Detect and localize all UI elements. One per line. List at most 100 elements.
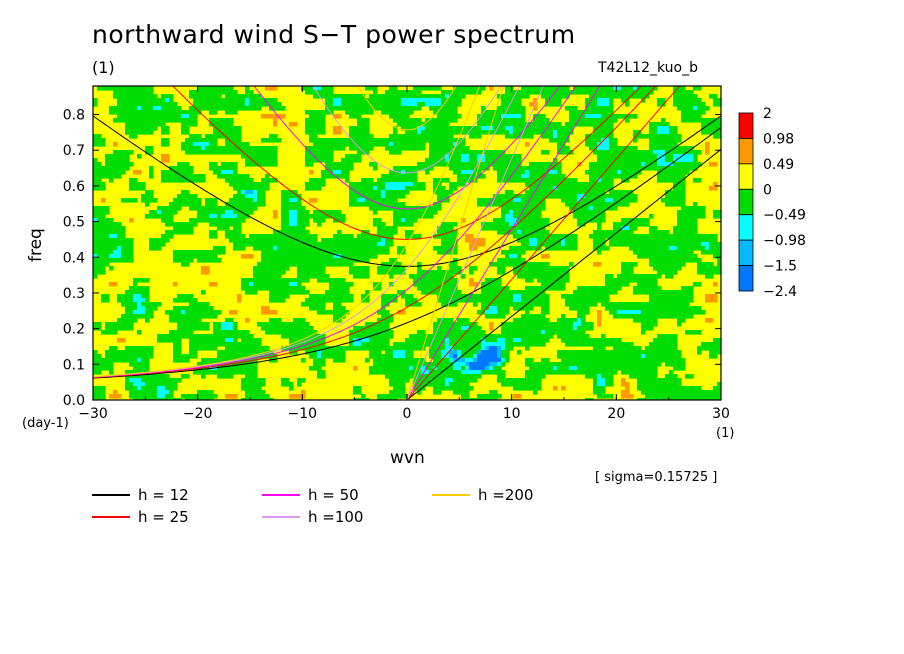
field-cell — [357, 118, 362, 123]
field-cell — [189, 226, 194, 231]
field-cell — [121, 118, 126, 123]
field-cell — [317, 178, 322, 183]
field-cell — [453, 382, 458, 387]
field-cell — [213, 122, 218, 127]
field-cell — [125, 290, 130, 295]
field-cell — [405, 130, 410, 135]
field-cell — [545, 130, 550, 135]
field-cell — [537, 114, 542, 119]
field-cell — [453, 330, 458, 335]
field-cell — [437, 150, 442, 155]
field-cell — [149, 386, 154, 391]
field-cell — [417, 366, 422, 371]
field-cell — [409, 374, 414, 379]
field-cell — [497, 198, 502, 203]
field-cell — [153, 382, 158, 387]
field-cell — [545, 150, 550, 155]
field-cell — [301, 250, 306, 255]
field-cell — [409, 94, 414, 99]
field-cell — [509, 222, 514, 227]
field-cell — [249, 254, 254, 259]
field-cell — [441, 374, 446, 379]
field-cell — [545, 282, 550, 287]
field-cell — [349, 110, 354, 115]
field-cell — [449, 274, 454, 279]
field-cell — [185, 162, 190, 167]
field-cell — [457, 334, 462, 339]
field-cell — [533, 90, 538, 95]
field-cell — [453, 290, 458, 295]
field-cell — [541, 374, 546, 379]
field-cell — [261, 282, 266, 287]
field-cell — [469, 282, 474, 287]
field-cell — [357, 234, 362, 239]
field-cell — [489, 114, 494, 119]
field-cell — [129, 90, 134, 95]
field-cell — [533, 222, 538, 227]
field-cell — [537, 298, 542, 303]
field-cell — [517, 330, 522, 335]
field-cell — [121, 86, 126, 91]
field-cell — [305, 118, 310, 123]
field-cell — [517, 226, 522, 231]
field-cell — [313, 142, 318, 147]
field-cell — [481, 242, 486, 247]
field-cell — [317, 366, 322, 371]
field-cell — [121, 314, 126, 319]
field-cell — [301, 318, 306, 323]
field-cell — [465, 334, 470, 339]
field-cell — [513, 290, 518, 295]
field-cell — [261, 262, 266, 267]
field-cell — [133, 110, 138, 115]
field-cell — [253, 154, 258, 159]
field-cell — [421, 162, 426, 167]
field-cell — [113, 230, 118, 235]
field-cell — [333, 246, 338, 251]
field-cell — [297, 202, 302, 207]
field-cell — [401, 190, 406, 195]
field-cell — [453, 166, 458, 171]
field-cell — [277, 326, 282, 331]
field-cell — [481, 114, 486, 119]
field-cell — [241, 94, 246, 99]
field-cell — [177, 250, 182, 255]
field-cell — [225, 226, 230, 231]
field-cell — [241, 186, 246, 191]
field-cell — [457, 362, 462, 367]
field-cell — [477, 126, 482, 131]
field-cell — [541, 178, 546, 183]
field-cell — [429, 94, 434, 99]
field-cell — [545, 94, 550, 99]
field-cell — [125, 326, 130, 331]
field-cell — [537, 126, 542, 131]
field-cell — [225, 354, 230, 359]
field-cell — [221, 354, 226, 359]
field-cell — [237, 246, 242, 251]
field-cell — [477, 334, 482, 339]
field-cell — [417, 146, 422, 151]
field-cell — [305, 334, 310, 339]
field-cell — [413, 86, 418, 91]
field-cell — [493, 226, 498, 231]
field-cell — [125, 306, 130, 311]
field-cell — [453, 142, 458, 147]
field-cell — [521, 230, 526, 235]
field-cell — [193, 342, 198, 347]
field-cell — [485, 226, 490, 231]
field-cell — [373, 194, 378, 199]
field-cell — [373, 338, 378, 343]
field-cell — [245, 198, 250, 203]
field-cell — [121, 318, 126, 323]
field-cell — [397, 374, 402, 379]
field-cell — [221, 330, 226, 335]
field-cell — [185, 174, 190, 179]
field-cell — [413, 366, 418, 371]
field-cell — [441, 142, 446, 147]
field-cell — [293, 254, 298, 259]
field-cell — [441, 386, 446, 391]
field-cell — [525, 214, 530, 219]
field-cell — [201, 90, 206, 95]
field-cell — [481, 398, 486, 400]
field-cell — [129, 186, 134, 191]
